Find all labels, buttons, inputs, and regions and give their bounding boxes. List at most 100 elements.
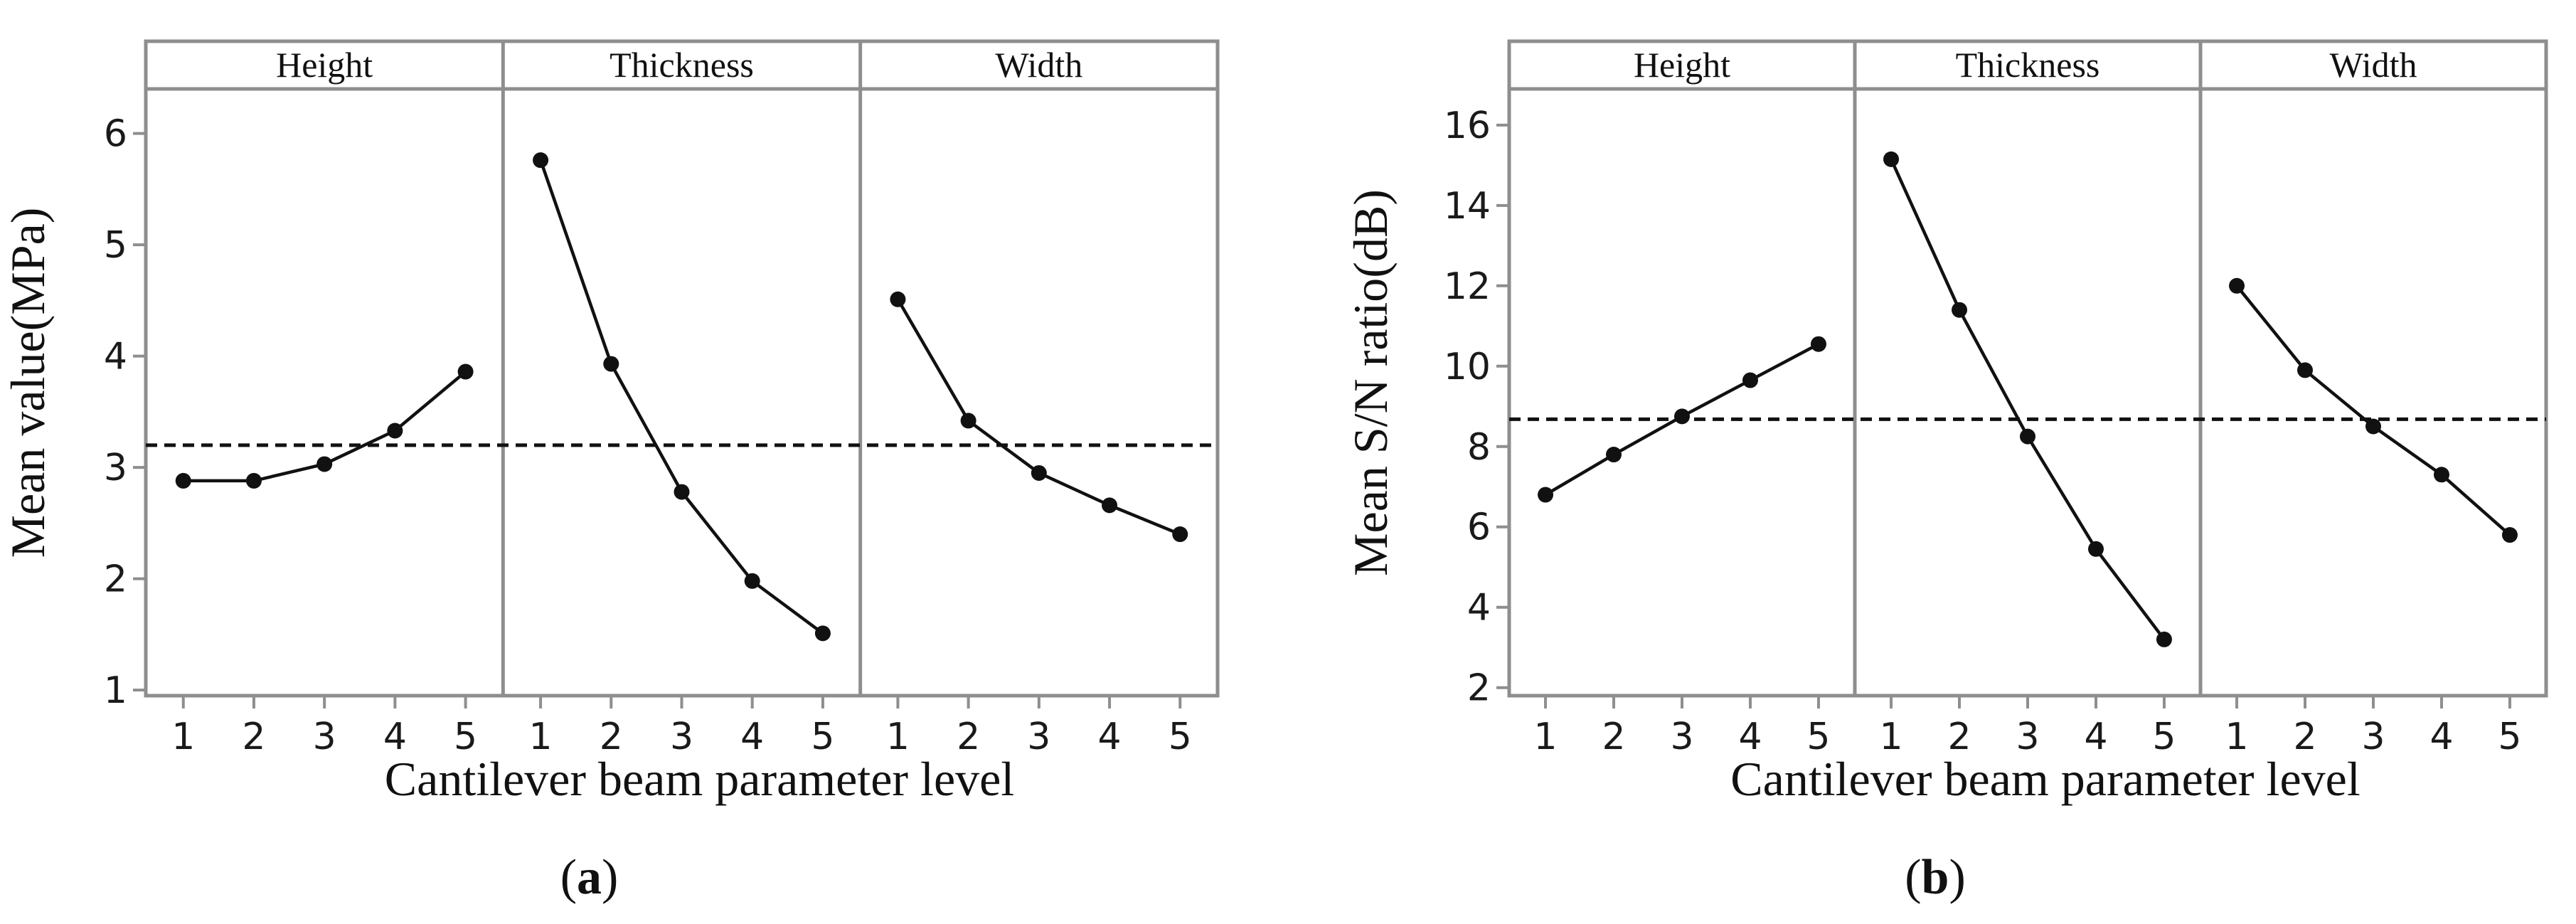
x-tick-label: 2: [242, 716, 265, 758]
x-tick-label: 5: [2498, 716, 2521, 758]
data-point-width: [960, 413, 976, 429]
y-tick-label: 4: [1467, 587, 1491, 630]
data-point-height: [387, 423, 403, 439]
caption-letter: b: [1922, 850, 1949, 905]
y-tick-label: 2: [1467, 667, 1491, 710]
x-tick-label: 5: [454, 716, 477, 758]
y-tick-label: 6: [104, 113, 127, 156]
series-line-width: [896, 298, 1181, 536]
data-point-thickness: [744, 573, 760, 589]
x-tick-label: 1: [1533, 716, 1557, 758]
data-point-width: [2297, 362, 2314, 378]
series-line-thickness: [538, 159, 824, 635]
x-tick-label: 2: [2293, 716, 2316, 758]
chart-a-mean-value: Height Thickness Width 1 2 3 4 5 6 1 2 3 4 5 1 2 3 4 5 1 2 3 4…: [1, 39, 1220, 905]
y-tick-label: 16: [1444, 105, 1491, 147]
caption-paren-close: ): [602, 850, 618, 905]
data-point-thickness: [2020, 428, 2035, 445]
x-tick-label: 2: [600, 716, 623, 758]
caption-paren-open: (: [1905, 850, 1921, 905]
data-point-height: [316, 456, 333, 472]
caption-letter: a: [577, 850, 602, 905]
data-point-width: [1031, 464, 1047, 481]
caption-paren-open: (: [560, 850, 577, 905]
x-tick-label: 5: [2152, 716, 2176, 758]
x-tick-label: 1: [1879, 716, 1902, 758]
y-tick-label: 14: [1444, 185, 1491, 228]
data-point-width: [1172, 526, 1188, 543]
panel-header-height: Height: [1634, 45, 1730, 85]
plot-frame: [144, 39, 1220, 698]
panel-header-thickness: Thickness: [1956, 45, 2100, 85]
data-point-width: [890, 291, 906, 307]
x-tick-label: 2: [1602, 716, 1625, 758]
x-tick-label: 1: [171, 716, 195, 758]
data-point-height: [1538, 487, 1554, 503]
data-point-thickness: [1883, 151, 1900, 167]
x-tick-label: 4: [740, 716, 764, 758]
panel-header-width: Width: [995, 45, 1082, 85]
data-point-width: [2501, 527, 2518, 543]
data-point-height: [1606, 447, 1622, 463]
x-tick-label: 4: [1097, 716, 1121, 758]
panel-header-height: Height: [276, 45, 373, 85]
data-point-thickness: [674, 484, 690, 500]
data-point-thickness: [603, 356, 619, 372]
x-tick-label: 3: [313, 716, 336, 758]
data-point-thickness: [533, 152, 549, 169]
x-tick-label: 4: [2084, 716, 2107, 758]
x-tick-label: 3: [1027, 716, 1050, 758]
x-tick-label: 4: [383, 716, 407, 758]
data-point-width: [1102, 497, 1118, 514]
y-tick-label: 1: [104, 669, 127, 712]
subfigure-caption: (b): [1905, 850, 1966, 905]
data-point-thickness: [814, 625, 831, 642]
x-tick-label: 1: [2225, 716, 2248, 758]
x-tick-label: 4: [1738, 716, 1762, 758]
y-tick-label: 8: [1467, 426, 1491, 469]
plot-frame: [1507, 39, 2548, 698]
caption-paren-close: ): [1949, 850, 1965, 905]
x-tick-label: 5: [1169, 716, 1192, 758]
x-tick-label: 5: [1806, 716, 1830, 758]
x-tick-label: 3: [670, 716, 693, 758]
y-tick-label: 3: [104, 447, 127, 489]
x-tick-label: 1: [886, 716, 910, 758]
x-axis-title: Cantilever beam parameter level: [1730, 752, 2360, 806]
data-point-thickness: [1952, 302, 1968, 318]
data-point-width: [2365, 418, 2381, 435]
y-axis-title: Mean S/N ratio(dB): [1343, 189, 1398, 576]
x-tick-label: 1: [529, 716, 553, 758]
y-tick-label: 5: [104, 224, 127, 267]
y-tick-label: 10: [1444, 346, 1491, 388]
series-line-thickness: [1889, 158, 2166, 641]
y-tick-label: 12: [1444, 265, 1491, 308]
data-point-thickness: [2087, 541, 2104, 557]
data-point-thickness: [2156, 631, 2172, 647]
data-point-height: [457, 363, 474, 380]
panel-header-thickness: Thickness: [610, 45, 754, 85]
data-point-width: [2433, 467, 2449, 483]
y-tick-label: 4: [104, 336, 127, 378]
data-point-height: [1742, 372, 1758, 388]
x-tick-label: 4: [2429, 716, 2453, 758]
data-point-height: [245, 472, 262, 489]
data-point-height: [1810, 336, 1826, 352]
panel-header-width: Width: [2330, 45, 2417, 85]
x-axis-title: Cantilever beam parameter level: [385, 752, 1014, 806]
x-tick-label: 3: [2016, 716, 2039, 758]
x-tick-label: 3: [1670, 716, 1693, 758]
x-tick-label: 2: [957, 716, 980, 758]
x-tick-label: 3: [2361, 716, 2385, 758]
y-axis-title: Mean value(MPa): [1, 208, 55, 558]
data-point-width: [2229, 277, 2245, 294]
x-tick-label: 2: [1947, 716, 1971, 758]
subfigure-caption: (a): [560, 850, 619, 905]
x-tick-label: 5: [811, 716, 834, 758]
data-point-height: [1674, 408, 1690, 425]
series-line-width: [2235, 285, 2511, 536]
data-point-height: [175, 472, 191, 489]
y-tick-label: 2: [104, 558, 127, 601]
